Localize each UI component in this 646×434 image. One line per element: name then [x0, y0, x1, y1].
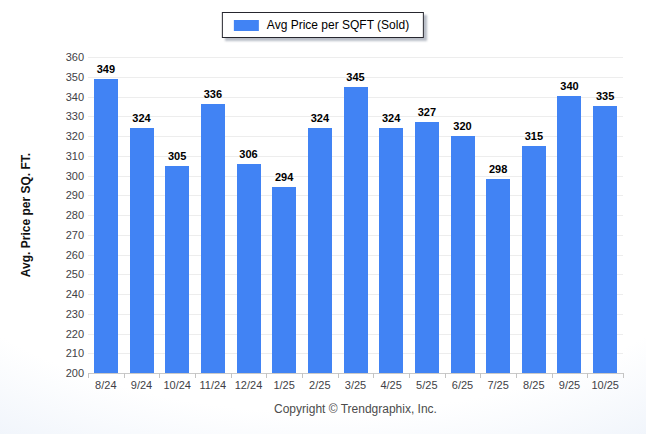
legend: Avg Price per SQFT (Sold) — [222, 12, 424, 38]
y-tick-label-310: 310 — [66, 150, 84, 162]
x-tick-label-10/24: 10/24 — [163, 379, 191, 391]
x-axis-tick — [623, 373, 624, 378]
x-axis-tick — [302, 373, 303, 378]
x-axis-tick — [587, 373, 588, 378]
y-tick-label-330: 330 — [66, 110, 84, 122]
x-tick-label-3/25: 3/25 — [345, 379, 366, 391]
y-axis-title: Avg. Price per SQ. FT. — [19, 153, 33, 277]
x-axis-tick — [445, 373, 446, 378]
x-axis-tick — [373, 373, 374, 378]
bar-10/24 — [165, 166, 189, 373]
bar-value-4/25: 324 — [382, 112, 400, 124]
bar-value-9/25: 340 — [560, 80, 578, 92]
x-tick-label-2/25: 2/25 — [309, 379, 330, 391]
x-tick-label-8/24: 8/24 — [95, 379, 116, 391]
bar-10/25 — [593, 106, 617, 373]
bar-value-10/24: 305 — [168, 150, 186, 162]
bar-11/24 — [201, 104, 225, 373]
bar-9/24 — [130, 128, 154, 373]
gridline-360 — [88, 57, 623, 58]
y-tick-label-360: 360 — [66, 51, 84, 63]
x-axis-tick — [409, 373, 410, 378]
bar-6/25 — [451, 136, 475, 373]
x-axis-tick — [516, 373, 517, 378]
bar-value-8/25: 315 — [525, 130, 543, 142]
legend-swatch-icon — [234, 20, 259, 31]
chart-canvas: Avg Price per SQFT (Sold) Avg. Price per… — [0, 0, 646, 434]
bar-value-10/25: 335 — [596, 90, 614, 102]
x-tick-label-8/25: 8/25 — [523, 379, 544, 391]
bar-5/25 — [415, 122, 439, 373]
bar-value-8/24: 349 — [97, 63, 115, 75]
bar-2/25 — [308, 128, 332, 373]
x-axis-tick — [88, 373, 89, 378]
bar-8/25 — [522, 146, 546, 373]
x-tick-label-1/25: 1/25 — [273, 379, 294, 391]
x-tick-label-4/25: 4/25 — [380, 379, 401, 391]
x-tick-label-9/25: 9/25 — [559, 379, 580, 391]
bar-7/25 — [486, 179, 510, 373]
bar-value-6/25: 320 — [453, 120, 471, 132]
x-tick-label-5/25: 5/25 — [416, 379, 437, 391]
x-tick-label-6/25: 6/25 — [452, 379, 473, 391]
bar-4/25 — [379, 128, 403, 373]
x-axis-tick — [338, 373, 339, 378]
y-tick-label-260: 260 — [66, 249, 84, 261]
bar-value-2/25: 324 — [311, 112, 329, 124]
x-axis-tick — [266, 373, 267, 378]
y-tick-label-350: 350 — [66, 71, 84, 83]
x-axis-tick — [124, 373, 125, 378]
bar-value-9/24: 324 — [132, 112, 150, 124]
y-tick-label-340: 340 — [66, 91, 84, 103]
bar-value-12/24: 306 — [239, 148, 257, 160]
x-tick-label-9/24: 9/24 — [131, 379, 152, 391]
bar-3/25 — [344, 87, 368, 373]
y-tick-label-240: 240 — [66, 288, 84, 300]
y-tick-label-290: 290 — [66, 189, 84, 201]
x-axis-tick — [195, 373, 196, 378]
bar-value-7/25: 298 — [489, 163, 507, 175]
x-axis-tick — [480, 373, 481, 378]
bar-1/25 — [272, 187, 296, 373]
gridline-200 — [88, 373, 623, 374]
x-axis-tick — [231, 373, 232, 378]
copyright-text: Copyright © Trendgraphix, Inc. — [88, 402, 623, 416]
y-tick-label-250: 250 — [66, 268, 84, 280]
x-axis-tick — [159, 373, 160, 378]
y-tick-label-320: 320 — [66, 130, 84, 142]
y-tick-label-200: 200 — [66, 367, 84, 379]
bar-value-1/25: 294 — [275, 171, 293, 183]
bar-value-3/25: 345 — [346, 71, 364, 83]
plot-area: 349 324 305 336 306 294 324 345 324 327 320 298 315 3… — [88, 57, 623, 373]
x-tick-label-7/25: 7/25 — [487, 379, 508, 391]
y-tick-label-220: 220 — [66, 328, 84, 340]
bar-12/24 — [237, 164, 261, 373]
legend-label: Avg Price per SQFT (Sold) — [267, 18, 409, 32]
bar-9/25 — [557, 96, 581, 373]
x-tick-label-10/25: 10/25 — [591, 379, 619, 391]
x-tick-label-12/24: 12/24 — [235, 379, 263, 391]
y-tick-label-230: 230 — [66, 308, 84, 320]
x-tick-label-11/24: 11/24 — [199, 379, 226, 391]
y-tick-label-270: 270 — [66, 229, 84, 241]
bar-value-5/25: 327 — [418, 106, 436, 118]
bar-8/24 — [94, 79, 118, 373]
x-axis-tick — [552, 373, 553, 378]
y-tick-label-280: 280 — [66, 209, 84, 221]
y-tick-label-210: 210 — [66, 347, 84, 359]
y-tick-label-300: 300 — [66, 170, 84, 182]
bar-value-11/24: 336 — [204, 88, 222, 100]
